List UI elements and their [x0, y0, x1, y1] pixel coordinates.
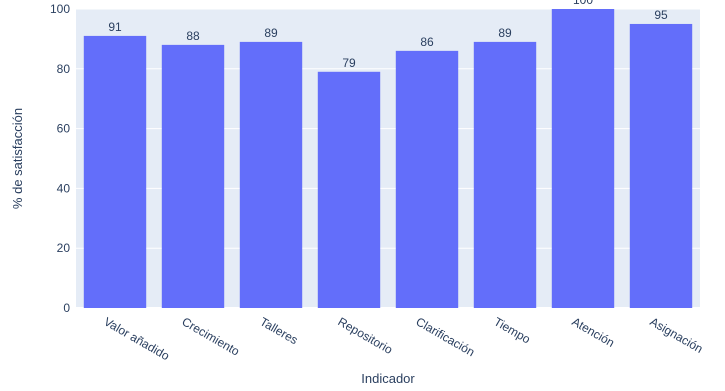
bar	[83, 35, 147, 308]
bar-value-label: 88	[186, 29, 200, 43]
y-tick-label: 100	[50, 2, 70, 16]
x-tick-label: Repositorio	[336, 314, 396, 357]
bar	[551, 9, 615, 308]
y-axis-title: % de satisfacción	[10, 108, 25, 209]
y-tick-label: 0	[63, 301, 70, 315]
bar-value-label: 100	[573, 0, 593, 7]
bar	[629, 23, 693, 308]
bar	[473, 41, 537, 308]
y-tick-label: 80	[57, 62, 71, 76]
bar-value-label: 86	[420, 35, 434, 49]
x-axis-ticks: Valor añadido Crecimiento Talleres Reposito…	[102, 314, 706, 363]
x-tick-label: Atención	[570, 314, 617, 349]
y-tick-label: 40	[57, 181, 71, 195]
bar	[161, 44, 225, 308]
bar-value-label: 89	[498, 26, 512, 40]
bar-value-labels: 91 88 89 79 86 89 100 95	[108, 0, 668, 70]
bar-value-label: 91	[108, 20, 122, 34]
y-tick-label: 20	[57, 241, 71, 255]
x-axis-title: Indicador	[361, 371, 415, 386]
bar	[395, 50, 459, 309]
bars	[83, 9, 693, 309]
y-tick-label: 60	[57, 122, 71, 136]
bar-value-label: 89	[264, 26, 278, 40]
x-tick-label: Tiempo	[492, 314, 534, 346]
x-tick-label: Talleres	[258, 314, 301, 347]
x-tick-label: Asignación	[648, 314, 706, 355]
y-axis-ticks: 0 20 40 60 80 100	[50, 2, 70, 315]
x-tick-label: Crecimiento	[180, 314, 243, 358]
bar	[317, 71, 381, 308]
x-tick-label: Clarificación	[414, 314, 478, 359]
bar-value-label: 79	[342, 56, 356, 70]
bar-value-label: 95	[654, 8, 668, 22]
bar	[239, 41, 303, 308]
x-tick-label: Valor añadido	[102, 314, 173, 363]
